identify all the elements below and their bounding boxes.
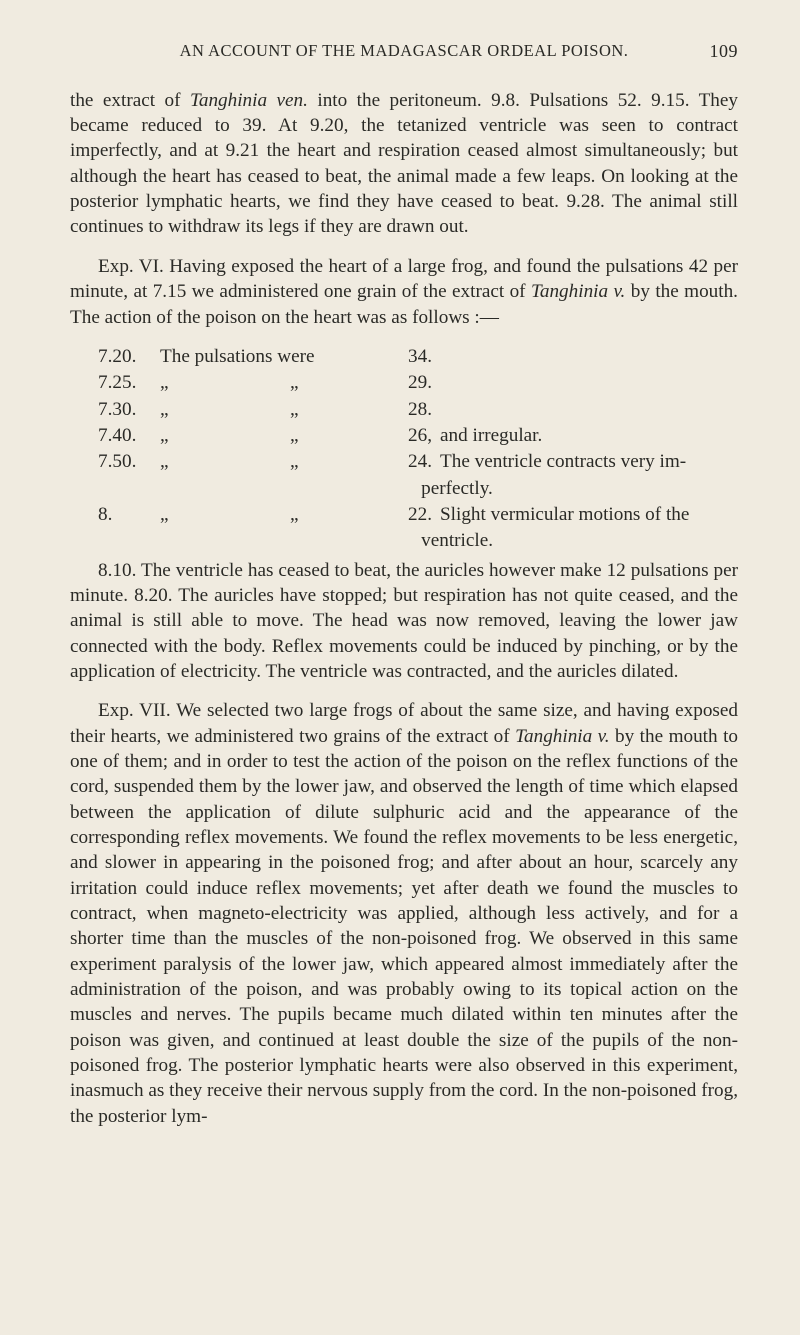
- table-row: perfectly.: [98, 476, 738, 501]
- value-cell: 34.: [396, 344, 436, 369]
- ditto-cell: „: [290, 449, 396, 474]
- text: the extract of: [70, 90, 190, 111]
- ditto-cell: „: [160, 502, 290, 527]
- ditto-cell: „: [160, 397, 290, 422]
- running-title: AN ACCOUNT OF THE MADAGASCAR ORDEAL POIS…: [180, 41, 629, 60]
- text: ventricle.: [421, 530, 493, 551]
- time-cell: 7.20.: [98, 344, 160, 369]
- italic-term: Tanghinia v.: [515, 726, 609, 747]
- text: by the mouth to one of them; and in orde…: [70, 726, 738, 1127]
- ditto-cell: „: [290, 502, 396, 527]
- value-cell: 24.: [396, 449, 436, 474]
- time-cell: 7.40.: [98, 423, 160, 448]
- value-cell: 29.: [396, 370, 436, 395]
- note-continuation: perfectly.: [98, 476, 738, 501]
- time-cell: 7.25.: [98, 370, 160, 395]
- page-number: 109: [710, 40, 739, 64]
- time-cell: 7.50.: [98, 449, 160, 474]
- table-row: 7.30. „ „ 28.: [98, 397, 738, 422]
- paragraph-3: 8.10. The ventricle has ceased to beat, …: [70, 558, 738, 685]
- table-row: 7.40. „ „ 26, and irregular.: [98, 423, 738, 448]
- table-row: 7.20. The pulsations were 34.: [98, 344, 738, 369]
- note-cell: The ventricle contracts very im-: [436, 449, 738, 474]
- page: AN ACCOUNT OF THE MADAGASCAR ORDEAL POIS…: [0, 0, 800, 1335]
- running-header: AN ACCOUNT OF THE MADAGASCAR ORDEAL POIS…: [70, 40, 738, 62]
- note-continuation: ventricle.: [98, 528, 738, 553]
- ditto-cell: „: [160, 370, 290, 395]
- value-cell: 22.: [396, 502, 436, 527]
- paragraph-1: the extract of Tanghinia ven. into the p…: [70, 88, 738, 240]
- label-cell: The pulsations were: [160, 344, 396, 369]
- ditto-cell: „: [290, 397, 396, 422]
- value-cell: 26,: [396, 423, 436, 448]
- value-cell: 28.: [396, 397, 436, 422]
- text: into the peritoneum. 9.8. Pulsations 52.…: [70, 90, 738, 238]
- table-row: 7.25. „ „ 29.: [98, 370, 738, 395]
- note-cell: and irregular.: [436, 423, 738, 448]
- ditto-cell: „: [290, 423, 396, 448]
- text: perfectly.: [421, 478, 493, 499]
- text: 8.10. The ventricle has ceased to beat, …: [70, 560, 738, 682]
- table-row: 7.50. „ „ 24. The ventricle contracts ve…: [98, 449, 738, 474]
- table-row: 8. „ „ 22. Slight vermicular motions of …: [98, 502, 738, 527]
- note-cell: Slight vermicular motions of the: [436, 502, 738, 527]
- table-row: ventricle.: [98, 528, 738, 553]
- time-cell: 8.: [98, 502, 160, 527]
- paragraph-2: Exp. VI. Having exposed the heart of a l…: [70, 254, 738, 330]
- time-cell: 7.30.: [98, 397, 160, 422]
- ditto-cell: „: [160, 423, 290, 448]
- italic-term: Tanghinia v.: [531, 281, 625, 302]
- paragraph-4: Exp. VII. We selected two large frogs of…: [70, 698, 738, 1129]
- italic-term: Tanghinia ven.: [190, 90, 308, 111]
- pulsation-table: 7.20. The pulsations were 34. 7.25. „ „ …: [98, 344, 738, 554]
- ditto-cell: „: [160, 449, 290, 474]
- ditto-cell: „: [290, 370, 396, 395]
